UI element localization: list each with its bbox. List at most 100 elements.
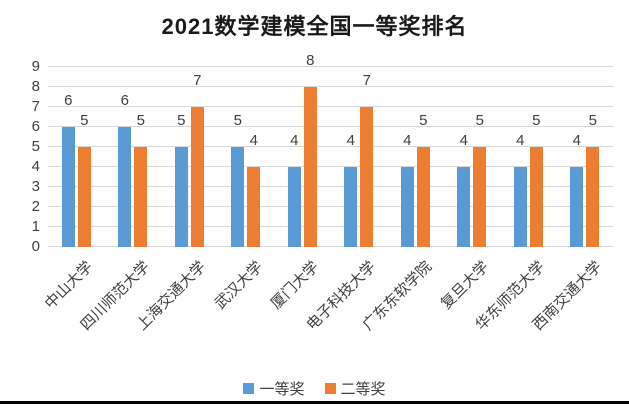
bar-value-label: 4	[403, 132, 412, 149]
bar-slot: 4	[247, 67, 261, 247]
bar-slot: 5	[586, 67, 600, 247]
bar-slot: 6	[61, 67, 75, 247]
bar-value-label: 4	[572, 132, 581, 149]
gridline	[48, 86, 613, 87]
bar-slot: 5	[473, 67, 487, 247]
gridline	[48, 226, 613, 227]
bar-slot: 4	[570, 67, 584, 247]
bar-second-prize	[416, 147, 430, 247]
bar-value-label: 5	[233, 112, 242, 129]
bar-slot: 5	[529, 67, 543, 247]
bar-slot: 5	[134, 67, 148, 247]
bar-value-label: 6	[64, 92, 73, 109]
bar-value-label: 5	[177, 112, 186, 129]
bar-slot: 5	[77, 67, 91, 247]
bar-slot: 5	[416, 67, 430, 247]
bar-value-label: 4	[249, 132, 258, 149]
bar-first-prize	[344, 167, 358, 247]
y-tick-label: 4	[31, 158, 40, 175]
bar-value-label: 4	[290, 132, 299, 149]
bar-first-prize	[287, 167, 301, 247]
bar-second-prize	[190, 107, 204, 247]
legend-item: 二等奖	[324, 378, 386, 399]
bar-value-label: 7	[193, 72, 202, 89]
bar-slot: 5	[174, 67, 188, 247]
bar-slot: 8	[303, 52, 317, 247]
bar-value-label: 8	[306, 52, 315, 69]
bar-slot: 6	[118, 67, 132, 247]
gridline	[48, 106, 613, 107]
bar-value-label: 5	[588, 112, 597, 129]
bar-first-prize	[118, 127, 132, 247]
gridline	[48, 166, 613, 167]
gridline	[48, 146, 613, 147]
y-tick-label: 3	[31, 178, 40, 195]
y-tick-label: 0	[31, 238, 40, 255]
bar-value-label: 5	[475, 112, 484, 129]
bar-value-label: 4	[459, 132, 468, 149]
bar-second-prize	[360, 107, 374, 247]
bar-first-prize	[513, 167, 527, 247]
bar-value-label: 7	[362, 72, 371, 89]
bar-slot: 7	[360, 67, 374, 247]
bar-first-prize	[174, 147, 188, 247]
y-tick-label: 9	[31, 58, 40, 75]
legend: 一等奖 二等奖	[0, 378, 629, 398]
y-tick-label: 8	[31, 78, 40, 95]
legend-label: 一等奖	[259, 380, 305, 398]
bar-slot: 4	[287, 67, 301, 247]
bar-second-prize	[77, 147, 91, 247]
bar-second-prize	[586, 147, 600, 247]
bar-second-prize	[303, 87, 317, 247]
legend-swatch	[243, 382, 255, 394]
bar-second-prize	[134, 147, 148, 247]
bar-value-label: 6	[120, 92, 129, 109]
bar-value-label: 5	[136, 112, 145, 129]
y-tick-label: 1	[31, 218, 40, 235]
x-category-label: 武汉大学	[211, 258, 266, 313]
bar-slot: 5	[231, 67, 245, 247]
y-tick-label: 5	[31, 138, 40, 155]
bar-slot: 4	[457, 67, 471, 247]
bar-second-prize	[529, 147, 543, 247]
gridline	[48, 246, 613, 247]
y-tick-label: 2	[31, 198, 40, 215]
bar-first-prize	[400, 167, 414, 247]
bottom-rule	[0, 401, 629, 404]
chart-title: 2021数学建模全国一等奖排名	[161, 14, 468, 39]
bar-second-prize	[473, 147, 487, 247]
legend-label: 二等奖	[340, 380, 386, 398]
bar-first-prize	[570, 167, 584, 247]
bar-slot: 4	[344, 67, 358, 247]
gridline	[48, 206, 613, 207]
bar-value-label: 5	[532, 112, 541, 129]
gridline	[48, 126, 613, 127]
bar-first-prize	[231, 147, 245, 247]
bar-value-label: 5	[419, 112, 428, 129]
bar-slot: 4	[400, 67, 414, 247]
y-tick-label: 7	[31, 98, 40, 115]
bar-second-prize	[247, 167, 261, 247]
y-tick-label: 6	[31, 118, 40, 135]
bar-first-prize	[61, 127, 75, 247]
legend-item: 一等奖	[243, 378, 305, 399]
bar-first-prize	[457, 167, 471, 247]
gridline	[48, 186, 613, 187]
gridline	[48, 66, 613, 67]
bar-slot: 7	[190, 67, 204, 247]
bar-slot: 4	[513, 67, 527, 247]
bar-value-label: 4	[516, 132, 525, 149]
